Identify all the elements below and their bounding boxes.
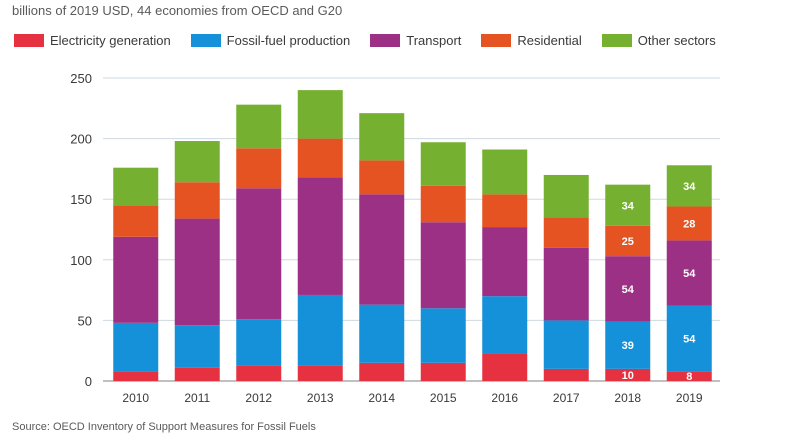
bar-segment xyxy=(297,177,343,295)
bar-segment xyxy=(113,167,159,206)
x-tick-label: 2011 xyxy=(184,391,210,405)
data-label: 28 xyxy=(683,218,695,230)
bar-segment xyxy=(236,365,282,381)
x-tick-label: 2010 xyxy=(122,391,149,405)
bar-segment xyxy=(174,141,220,183)
bar-segment xyxy=(605,368,651,381)
legend-swatch-transport xyxy=(370,34,401,47)
bar-segment xyxy=(420,142,466,186)
bar-segment xyxy=(605,321,651,369)
bar-segment xyxy=(543,247,589,321)
bar-segment xyxy=(420,185,466,223)
legend-item-other-sectors: Other sectors xyxy=(601,33,716,48)
x-tick-label: 2019 xyxy=(676,391,703,405)
bar-segment xyxy=(666,206,712,241)
data-label: 34 xyxy=(622,200,635,212)
legend-swatch-fossil-fuel xyxy=(190,34,221,47)
chart-legend: Electricity generation Fossil-fuel produ… xyxy=(14,33,736,48)
x-tick-label: 2015 xyxy=(430,391,457,405)
bar-segment xyxy=(543,174,589,218)
legend-label-electricity: Electricity generation xyxy=(50,33,171,48)
legend-item-transport: Transport xyxy=(370,33,461,48)
y-tick-label: 150 xyxy=(70,192,92,207)
chart-subtitle: billions of 2019 USD, 44 economies from … xyxy=(12,3,343,18)
bar-segment xyxy=(420,308,466,363)
legend-label-transport: Transport xyxy=(406,33,462,48)
bar-segment xyxy=(174,325,220,368)
data-label: 54 xyxy=(683,268,696,280)
bar-segment xyxy=(113,371,159,381)
x-tick-label: 2014 xyxy=(368,391,395,405)
legend-item-fossil-fuel: Fossil-fuel production xyxy=(190,33,351,48)
bar-segment xyxy=(666,371,712,381)
bar-segment xyxy=(359,304,405,363)
bar-segment xyxy=(543,368,589,381)
bar-segment xyxy=(482,227,528,297)
legend-swatch-electricity xyxy=(14,34,44,47)
bar-segment xyxy=(482,296,528,354)
bar-segment xyxy=(297,90,343,139)
bar-segment xyxy=(113,236,159,323)
y-tick-label: 100 xyxy=(70,253,92,268)
bar-segment xyxy=(666,165,712,207)
data-label: 25 xyxy=(622,236,634,248)
bar-segment xyxy=(359,194,405,305)
bar-segment xyxy=(359,160,405,195)
y-tick-label: 200 xyxy=(70,132,92,147)
bar-segment xyxy=(236,104,282,149)
legend-item-electricity: Electricity generation xyxy=(14,33,171,48)
bar-segment xyxy=(420,362,466,381)
y-tick-label: 250 xyxy=(70,71,92,86)
x-tick-label: 2016 xyxy=(491,391,518,405)
bar-segment xyxy=(482,194,528,228)
bar-segment xyxy=(236,188,282,320)
bar-segment xyxy=(605,184,651,226)
x-tick-label: 2017 xyxy=(553,391,580,405)
legend-item-residential: Residential xyxy=(481,33,582,48)
data-label: 54 xyxy=(683,334,696,346)
legend-label-other-sectors: Other sectors xyxy=(637,33,716,48)
bar-segment xyxy=(174,218,220,326)
legend-swatch-other-sectors xyxy=(601,34,632,47)
bar-segment xyxy=(113,322,159,372)
bar-segment xyxy=(666,240,712,306)
legend-label-fossil-fuel: Fossil-fuel production xyxy=(226,33,351,48)
bar-segment xyxy=(482,149,528,195)
bar-segment xyxy=(543,320,589,369)
x-tick-label: 2018 xyxy=(614,391,641,405)
data-label: 39 xyxy=(622,340,634,352)
bar-segment xyxy=(420,222,466,309)
bar-segment xyxy=(359,113,405,161)
bar-segment xyxy=(297,138,343,178)
chart-source: Source: OECD Inventory of Support Measur… xyxy=(12,421,316,433)
bar-segment xyxy=(666,305,712,372)
x-tick-label: 2013 xyxy=(307,391,334,405)
bar-segment xyxy=(113,205,159,237)
bar-segment xyxy=(482,353,528,381)
x-tick-label: 2012 xyxy=(245,391,272,405)
y-tick-label: 50 xyxy=(78,313,92,328)
bar-segment xyxy=(297,294,343,366)
y-tick-label: 0 xyxy=(85,374,92,389)
bar-segment xyxy=(359,362,405,381)
data-label: 10 xyxy=(622,370,634,382)
data-label: 34 xyxy=(683,181,696,193)
data-label: 54 xyxy=(622,284,635,296)
bar-segment xyxy=(174,367,220,381)
bar-segment xyxy=(174,182,220,219)
data-label: 8 xyxy=(686,371,692,383)
bar-segment xyxy=(236,148,282,189)
legend-swatch-residential xyxy=(481,34,512,47)
bar-segment xyxy=(605,256,651,322)
bar-segment xyxy=(236,319,282,366)
bar-segment xyxy=(605,225,651,257)
bar-segment xyxy=(297,365,343,381)
bar-segment xyxy=(543,217,589,248)
legend-label-residential: Residential xyxy=(517,33,582,48)
